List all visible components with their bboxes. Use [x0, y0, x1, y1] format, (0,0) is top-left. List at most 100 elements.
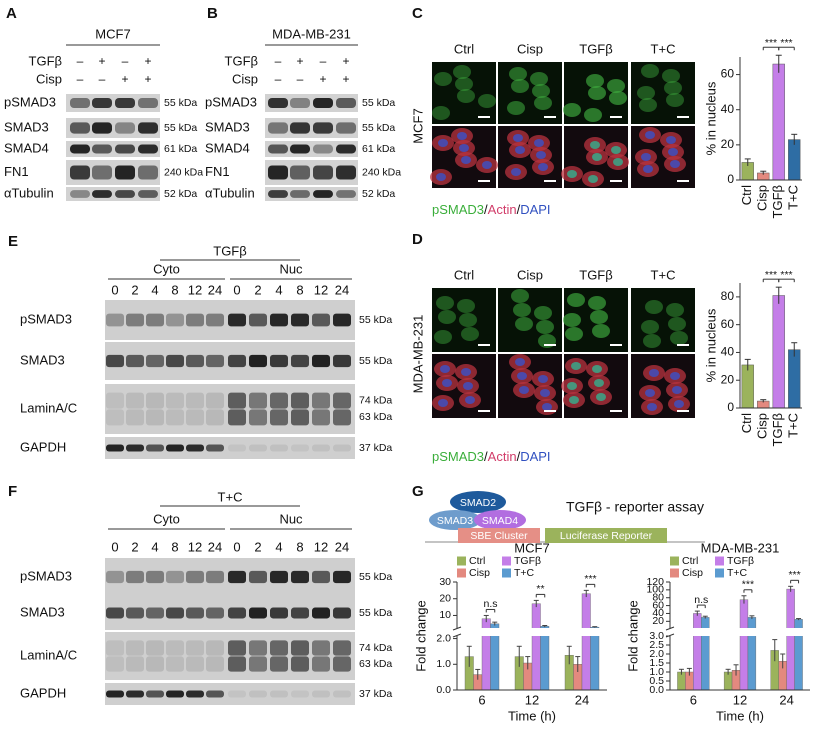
- band: [115, 122, 135, 134]
- cell: [637, 86, 655, 100]
- significance-label: n.s: [694, 594, 708, 606]
- size-label: 37 kDa: [359, 442, 392, 454]
- band: [126, 607, 144, 619]
- time-label: 24: [208, 282, 222, 297]
- size-label: 37 kDa: [359, 688, 392, 700]
- time-label: 0: [233, 539, 240, 554]
- band: [249, 607, 267, 619]
- band: [228, 354, 246, 368]
- cell: [588, 296, 606, 310]
- cell: [662, 69, 680, 83]
- significance-label: ***: [765, 37, 777, 49]
- cell: [641, 64, 659, 78]
- band: [106, 607, 124, 619]
- y-tick-label: 40: [652, 607, 664, 619]
- condition-label: TGFβ: [579, 267, 612, 282]
- x-axis-label: Time (h): [508, 708, 556, 723]
- blot: [105, 683, 355, 705]
- protein-label: SMAD3: [4, 119, 49, 134]
- band: [115, 144, 135, 154]
- protein-label: SMAD4: [482, 515, 518, 527]
- band: [166, 409, 184, 426]
- x-tick-label: Ctrl: [739, 185, 754, 205]
- protein-label: pSMAD3: [20, 311, 72, 326]
- cell: [586, 74, 604, 88]
- band: [291, 656, 309, 672]
- y-tick-label: 2.0: [436, 632, 451, 644]
- protein-label: FN1: [205, 164, 230, 179]
- size-label: 240 kDa: [362, 166, 401, 178]
- x-tick-label: TGFβ: [770, 185, 785, 218]
- band: [146, 354, 164, 368]
- nucleus: [534, 139, 544, 147]
- band: [92, 97, 112, 109]
- treatment-sign: +: [319, 72, 326, 86]
- band: [333, 313, 351, 327]
- nucleus: [596, 393, 606, 401]
- bar: [786, 588, 795, 691]
- bar: [788, 349, 801, 409]
- cell: [432, 106, 450, 120]
- y-tick-label: 60: [721, 67, 735, 81]
- band: [291, 570, 309, 584]
- significance-label: ***: [780, 37, 792, 49]
- protein-label: LaminA/C: [20, 647, 77, 662]
- significance-label: n.s: [483, 598, 497, 610]
- band: [186, 444, 204, 452]
- micrograph: [631, 288, 695, 352]
- x-tick-label: 24: [575, 692, 589, 707]
- band: [333, 570, 351, 584]
- treatment-header: TGFβ: [213, 243, 246, 258]
- time-label: 8: [171, 539, 178, 554]
- time-label: 24: [335, 282, 349, 297]
- band: [333, 444, 351, 452]
- band: [336, 122, 356, 134]
- condition-label: Cisp: [517, 267, 543, 282]
- band: [333, 640, 351, 656]
- nucleus: [442, 379, 452, 387]
- band: [291, 409, 309, 426]
- blot: [105, 437, 355, 459]
- stain-label: pSMAD3: [432, 202, 484, 217]
- band: [249, 354, 267, 368]
- band: [166, 640, 184, 656]
- nucleus: [438, 139, 448, 147]
- cell-line: MDA-MB-231: [272, 26, 351, 41]
- y-tick-label: 100: [646, 584, 664, 596]
- x-tick-label: 12: [525, 692, 539, 707]
- nucleus: [540, 389, 550, 397]
- condition-label: Cisp: [517, 41, 543, 56]
- time-label: 8: [296, 282, 303, 297]
- band: [206, 570, 224, 584]
- separator: /: [484, 449, 488, 464]
- band: [249, 690, 267, 698]
- band: [166, 690, 184, 698]
- band: [270, 392, 288, 409]
- time-label: 2: [254, 282, 261, 297]
- band: [138, 144, 158, 154]
- nucleus: [461, 368, 471, 376]
- band: [290, 165, 310, 180]
- band: [106, 640, 124, 656]
- band: [249, 656, 267, 672]
- stain-label: Actin: [488, 449, 517, 464]
- cell: [509, 67, 527, 81]
- nucleus: [592, 365, 602, 373]
- cell: [563, 313, 581, 327]
- nucleus: [645, 389, 655, 397]
- nucleus: [590, 141, 600, 149]
- cell: [459, 313, 477, 327]
- protein-label: αTubulin: [4, 185, 54, 200]
- panel-label: A: [6, 5, 17, 22]
- cell: [668, 317, 686, 331]
- axis-break: [455, 628, 609, 636]
- time-label: 8: [171, 282, 178, 297]
- cell: [563, 103, 581, 117]
- cell: [567, 293, 585, 307]
- band: [146, 656, 164, 672]
- y-tick-label: 60: [721, 317, 735, 331]
- band: [270, 354, 288, 368]
- treatment-sign: –: [297, 72, 304, 86]
- band: [115, 190, 135, 198]
- band: [206, 444, 224, 452]
